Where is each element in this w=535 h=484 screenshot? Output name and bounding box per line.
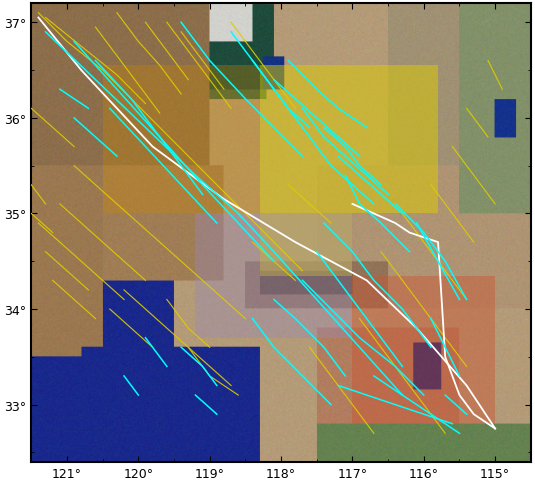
Bar — [353, 276, 495, 424]
Bar — [259, 214, 353, 276]
Bar — [195, 214, 353, 338]
Bar — [103, 66, 259, 214]
Bar — [259, 66, 438, 214]
